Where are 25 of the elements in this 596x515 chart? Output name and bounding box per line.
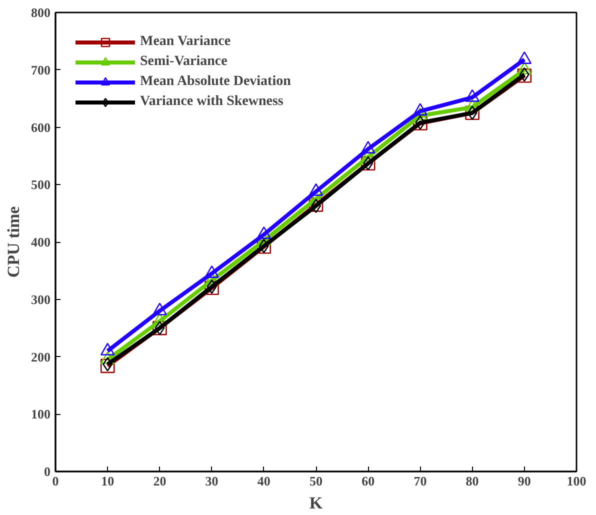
x-tick-label: 10 — [101, 474, 114, 488]
x-tick-label: 30 — [205, 474, 218, 488]
y-tick-label: 400 — [31, 234, 50, 250]
y-tick-label: 600 — [31, 120, 50, 135]
x-tick-label: 20 — [153, 474, 166, 488]
legend-label: Variance with Skewness — [140, 94, 284, 110]
y-axis-title: CPU time — [4, 206, 23, 278]
x-tick-label: 60 — [362, 474, 375, 488]
x-tick-label: 40 — [257, 474, 270, 488]
y-tick-label: 700 — [31, 62, 50, 78]
legend-label: Semi-Variance — [140, 54, 228, 70]
y-tick-label: 800 — [31, 5, 50, 20]
x-tick-label: 100 — [566, 474, 586, 488]
x-tick-label: 50 — [310, 474, 322, 488]
y-tick-label: 100 — [31, 406, 50, 422]
y-tick-label: 0 — [44, 464, 50, 479]
x-tick-label: 80 — [466, 474, 479, 488]
y-tick-label: 200 — [31, 349, 50, 364]
x-tick-label: 90 — [518, 474, 531, 488]
legend-label: Mean Absolute Deviation — [140, 74, 291, 90]
x-axis-title: K — [309, 494, 324, 512]
y-tick-label: 500 — [31, 177, 50, 192]
legend-label: Mean Variance — [140, 34, 231, 50]
y-tick-label: 300 — [31, 292, 50, 307]
x-tick-label: 70 — [414, 474, 427, 488]
